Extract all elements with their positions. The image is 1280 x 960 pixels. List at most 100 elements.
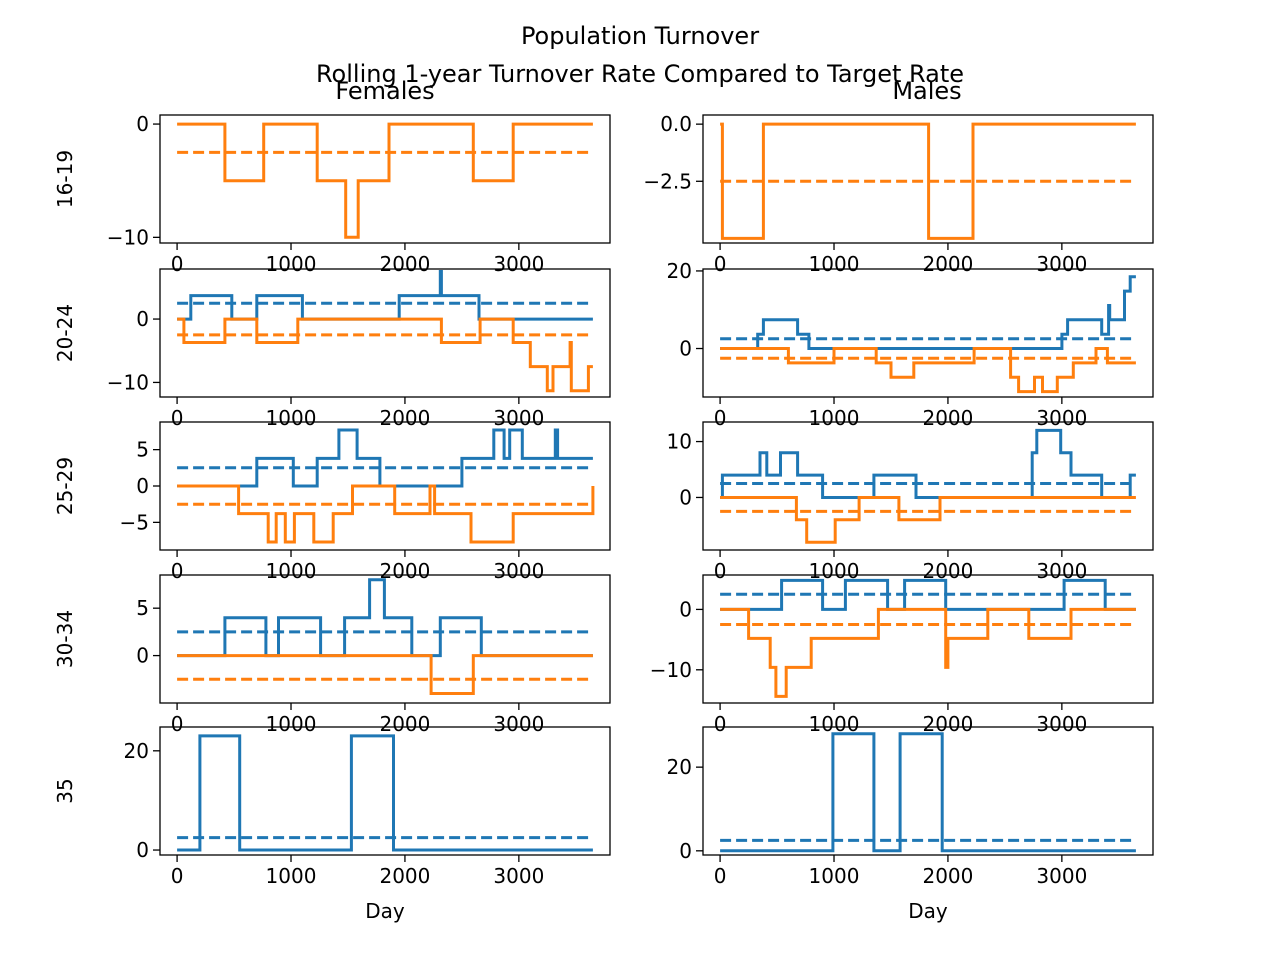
series-group — [177, 734, 593, 852]
series-group — [177, 122, 593, 239]
x-tick-label: 0 — [171, 864, 184, 888]
y-tick-label: 0.0 — [660, 112, 692, 136]
series-group — [720, 275, 1136, 394]
turnover-line-blue — [720, 732, 1136, 853]
panel-frame — [159, 574, 611, 704]
x-tick-label: 0 — [714, 559, 727, 583]
x-tick-label: 3000 — [1036, 252, 1087, 276]
x-tick-label: 3000 — [493, 406, 544, 430]
series-group — [720, 578, 1136, 698]
x-tick-label: 1000 — [809, 864, 860, 888]
panel-frame — [702, 114, 1154, 244]
turnover-line-blue — [720, 275, 1136, 350]
x-tick-label: 3000 — [1036, 406, 1087, 430]
turnover-line-orange — [177, 654, 593, 695]
x-tick-label: 1000 — [266, 864, 317, 888]
turnover-line-orange — [720, 607, 1136, 698]
row-label: 16-19 — [53, 150, 77, 208]
row-label: 20-24 — [53, 304, 77, 362]
y-tick-label: 0 — [136, 644, 149, 668]
panel-frame — [159, 114, 611, 244]
panel-frame — [702, 268, 1154, 398]
x-tick-label: 0 — [171, 712, 184, 736]
y-tick-label: 0 — [136, 838, 149, 862]
y-tick-label: 0 — [136, 112, 149, 136]
panel-20-24-females: 0 1000 2000 3000 0 −10 20-24 — [53, 268, 611, 430]
x-tick-label: 2000 — [379, 712, 430, 736]
turnover-line-orange — [177, 122, 593, 239]
y-tick-label: −10 — [107, 225, 149, 249]
x-tick-label: 0 — [171, 406, 184, 430]
x-tick-label: 0 — [171, 252, 184, 276]
panel-frame — [702, 574, 1154, 704]
x-tick-label: 1000 — [266, 559, 317, 583]
panel-16-19-males: 0 1000 2000 3000 0.0 −2.5 — [643, 112, 1154, 276]
y-tick-label: −2.5 — [643, 169, 692, 193]
x-tick-label: 3000 — [493, 864, 544, 888]
turnover-line-orange — [177, 317, 593, 393]
x-tick-label: 2000 — [379, 864, 430, 888]
y-tick-label: 20 — [667, 755, 692, 779]
turnover-line-blue — [720, 428, 1136, 499]
y-tick-label: 0 — [679, 485, 692, 509]
x-tick-label: 3000 — [1036, 712, 1087, 736]
turnover-line-blue — [177, 578, 593, 658]
panel-16-19-females: 0 1000 2000 3000 0 −10 16-19 — [53, 112, 611, 276]
panel-frame — [159, 421, 611, 551]
y-tick-label: 0 — [679, 337, 692, 361]
series-group — [177, 428, 595, 544]
series-group — [720, 122, 1136, 240]
x-tick-label: 2000 — [922, 252, 973, 276]
x-tick-label: 0 — [714, 712, 727, 736]
panel-25-29-females: 0 1000 2000 3000 5 0 −5 25-29 — [53, 421, 611, 583]
y-tick-label: 5 — [136, 438, 149, 462]
x-tick-label: 3000 — [493, 559, 544, 583]
panel-frame — [159, 726, 611, 856]
x-tick-label: 3000 — [493, 252, 544, 276]
x-tick-label: 0 — [714, 252, 727, 276]
x-tick-label: 1000 — [266, 712, 317, 736]
x-tick-label: 3000 — [1036, 864, 1087, 888]
turnover-line-orange — [177, 484, 595, 544]
panel-30-34-females: 0 1000 2000 3000 5 0 30-34 — [53, 574, 611, 736]
figure-subtitle: Rolling 1-year Turnover Rate Compared to… — [316, 60, 964, 88]
y-tick-label: 10 — [667, 430, 692, 454]
column-title-males: Males — [892, 77, 961, 105]
y-tick-label: 0 — [679, 597, 692, 621]
x-tick-label: 1000 — [266, 252, 317, 276]
x-tick-label: 3000 — [493, 712, 544, 736]
y-tick-label: −5 — [120, 510, 149, 534]
panel-frame — [702, 726, 1154, 856]
panel-30-34-males: 0 1000 2000 3000 0 −10 — [650, 574, 1154, 736]
x-tick-label: 0 — [714, 864, 727, 888]
x-tick-label: 1000 — [809, 406, 860, 430]
y-tick-label: 0 — [136, 474, 149, 498]
turnover-line-blue — [177, 734, 593, 852]
column-title-females: Females — [335, 77, 434, 105]
x-tick-label: 1000 — [266, 406, 317, 430]
panel-35-females: 0 1000 2000 3000 20 0 35 Day — [53, 726, 611, 923]
y-tick-label: −10 — [650, 658, 692, 682]
y-tick-label: 5 — [136, 596, 149, 620]
row-label: 35 — [53, 778, 77, 803]
turnover-line-orange — [720, 496, 1136, 544]
series-group — [720, 732, 1136, 853]
row-label: 25-29 — [53, 457, 77, 515]
x-tick-label: 2000 — [379, 252, 430, 276]
figure-title: Population Turnover — [521, 22, 759, 50]
x-tick-label: 1000 — [809, 712, 860, 736]
y-tick-label: 0 — [136, 307, 149, 331]
x-tick-label: 2000 — [922, 406, 973, 430]
turnover-line-orange — [720, 347, 1136, 394]
y-tick-label: 20 — [124, 739, 149, 763]
panel-frame — [159, 268, 611, 398]
y-tick-label: 20 — [667, 259, 692, 283]
series-group — [177, 270, 593, 393]
panel-20-24-males: 0 1000 2000 3000 20 0 — [667, 259, 1154, 430]
x-tick-label: 2000 — [922, 712, 973, 736]
series-group — [720, 428, 1136, 544]
